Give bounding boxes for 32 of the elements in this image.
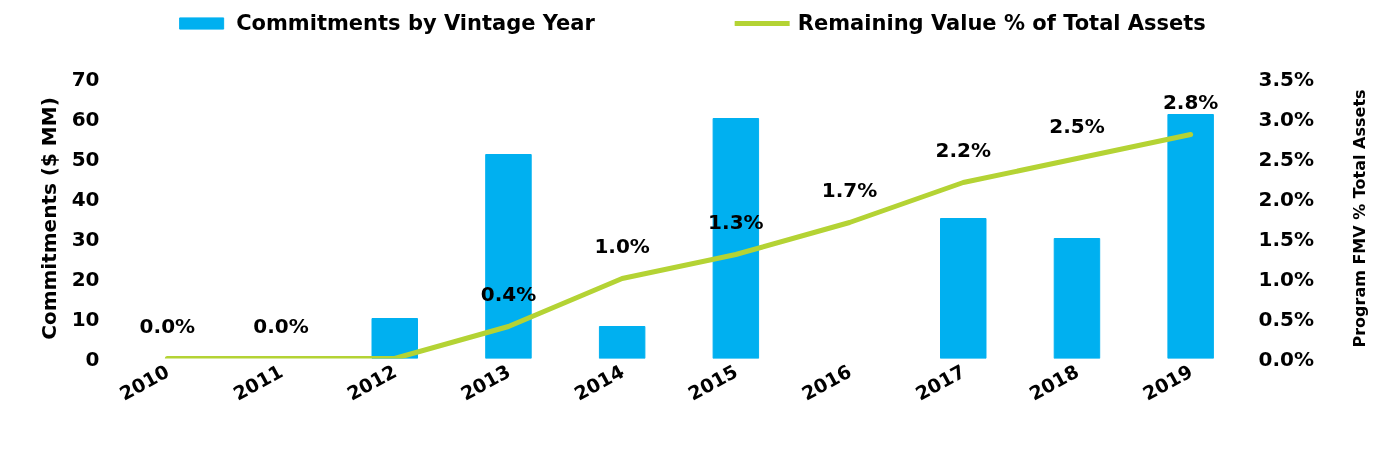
y-tick-label: 50 <box>71 146 100 171</box>
y-tick-label: 70 <box>71 66 100 91</box>
y2-tick-label: 0.5% <box>1258 306 1314 331</box>
data-label: 1.7% <box>821 177 878 202</box>
bar <box>1167 114 1214 359</box>
data-label: 0.0% <box>253 313 309 338</box>
bar <box>1053 238 1101 359</box>
y2-axis-title: Program FMV % Total Assets <box>1350 89 1369 348</box>
y2-tick-label: 2.0% <box>1258 186 1314 211</box>
data-label: 2.2% <box>935 137 991 162</box>
bar <box>940 218 987 359</box>
y-axis-title: Commitments ($ MM) <box>36 97 61 340</box>
y2-tick-label: 2.5% <box>1258 146 1314 171</box>
data-label: 2.5% <box>1049 113 1105 138</box>
y-tick-label: 30 <box>71 226 100 251</box>
data-label: 0.0% <box>139 313 196 338</box>
y2-tick-label: 1.5% <box>1258 226 1314 251</box>
y-tick-label: 40 <box>71 186 100 211</box>
y-tick-label: 0 <box>85 346 100 371</box>
y2-tick-label: 0.0% <box>1258 346 1314 371</box>
bar <box>371 318 418 359</box>
y2-tick-label: 3.0% <box>1258 106 1314 131</box>
legend-label: Remaining Value % of Total Assets <box>797 10 1206 35</box>
y2-tick-label: 1.0% <box>1258 266 1314 291</box>
y-tick-label: 10 <box>71 306 100 331</box>
y-tick-label: 60 <box>71 106 100 131</box>
bar <box>598 326 646 359</box>
y-tick-label: 20 <box>71 266 100 291</box>
data-label: 1.0% <box>594 233 650 258</box>
legend-label: Commitments by Vintage Year <box>236 10 595 35</box>
y2-tick-label: 3.5% <box>1258 66 1314 91</box>
data-label: 2.8% <box>1162 89 1219 114</box>
